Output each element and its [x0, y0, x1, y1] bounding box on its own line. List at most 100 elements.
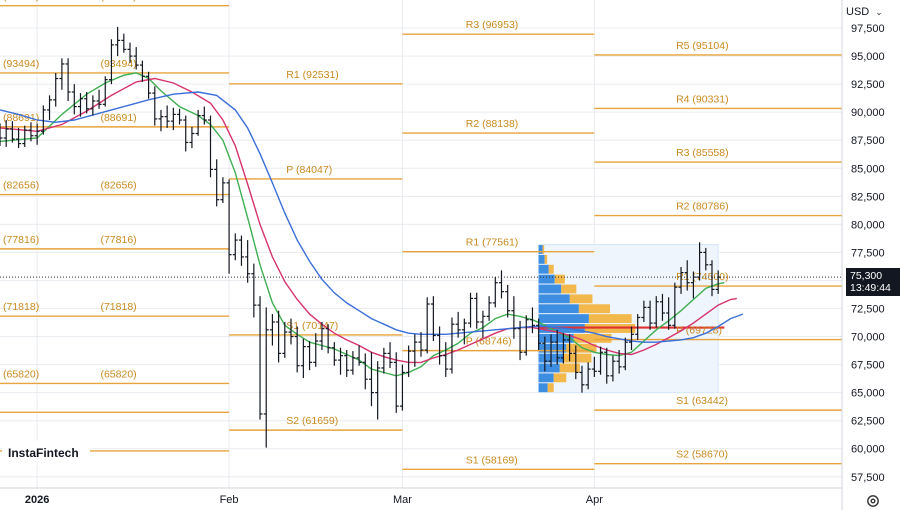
ohlc-bar [183, 115, 189, 152]
pivot-label: R4 (90331) [676, 93, 729, 105]
ohlc-bar [263, 307, 269, 448]
settings-gear-icon[interactable] [864, 492, 882, 510]
ohlc-bar [3, 120, 9, 147]
ohlc-bar [585, 362, 591, 390]
ohlc-bar [554, 329, 560, 365]
ohlc-bar [214, 159, 220, 207]
ohlc-bar [529, 307, 535, 334]
ohlc-bar [59, 58, 65, 90]
ohlc-bar [28, 122, 34, 142]
ohlc-bar [437, 326, 443, 365]
pivot-label: P (68746) [466, 336, 512, 348]
ohlc-bar [288, 318, 294, 345]
ohlc-bar [195, 109, 201, 136]
ohlc-bar [387, 342, 393, 368]
volume-row-sell [559, 363, 580, 373]
ohlc-bar [90, 95, 96, 116]
pivot-label: (99492) [3, 0, 39, 3]
ohlc-bar [245, 240, 251, 283]
ohlc-bar [560, 333, 566, 364]
pivot-label: (82656) [100, 180, 136, 192]
ohlc-bar [517, 320, 523, 361]
pivot-label: (77816) [3, 234, 39, 246]
ohlc-bar [238, 235, 244, 266]
ohlc-bar [455, 311, 461, 338]
pivot-label: S1 (70147) [286, 320, 338, 332]
ohlc-bar [715, 270, 721, 294]
ohlc-bar [170, 107, 176, 131]
volume-row-sell [573, 333, 612, 343]
ohlc-bar [635, 314, 641, 340]
ohlc-bar [604, 347, 610, 384]
ohlc-bar [16, 127, 22, 149]
ohlc-bar [381, 347, 387, 374]
ohlc-bar [672, 282, 678, 329]
time-tick-label: 2026 [25, 494, 49, 506]
ohlc-bar [418, 332, 424, 357]
price-tick-label: 72,500 [851, 304, 885, 316]
pivot-label: (82656) [3, 180, 39, 192]
pivot-label: R2 (80786) [676, 201, 729, 213]
ohlc-bar [492, 277, 498, 308]
ohlc-bar [511, 296, 517, 339]
ohlc-bar [325, 324, 331, 354]
ohlc-bar [226, 179, 232, 274]
ohlc-bar [269, 314, 275, 346]
price-tick-label: 80,000 [851, 219, 885, 231]
chevron-down-icon: ⌄ [875, 7, 883, 17]
ohlc-bar [368, 352, 374, 407]
volume-row-sell [578, 304, 611, 314]
ohlc-bar [356, 345, 362, 366]
pivot-label: (71818) [100, 301, 136, 313]
ohlc-bars [0, 26, 721, 448]
volume-row-sell [569, 294, 593, 304]
pivot-label: R1 (77561) [466, 237, 519, 249]
ohlc-bar [53, 72, 59, 107]
volume-row-buy [538, 383, 548, 393]
ohlc-bar [152, 86, 158, 126]
time-tick-label: Apr [586, 494, 603, 506]
ohlc-bar [201, 106, 207, 125]
price-tick-label: 70,000 [851, 332, 885, 344]
pivot-label: (88691) [100, 112, 136, 124]
volume-profile [538, 244, 725, 394]
ohlc-bar [22, 125, 28, 147]
ohlc-bar [505, 284, 511, 318]
pivot-label: P (69728) [676, 325, 722, 337]
ohlc-bar [115, 26, 121, 57]
time-axis[interactable]: 2026 Feb Mar Apr [0, 487, 842, 506]
ohlc-bar [108, 39, 114, 85]
volume-row-sell [554, 274, 565, 284]
volume-row-sell [542, 245, 545, 254]
ohlc-bar [177, 108, 183, 125]
volume-row-buy [538, 284, 562, 294]
price-tick-label: 60,000 [851, 444, 885, 456]
price-tick-label: 85,000 [851, 163, 885, 175]
ohlc-bar [96, 89, 102, 109]
ohlc-bar [313, 333, 319, 367]
ohlc-bar [208, 115, 213, 178]
ohlc-bar [567, 334, 573, 362]
pivot-label: R3 (96953) [466, 19, 519, 31]
ohlc-bar [71, 84, 77, 115]
ohlc-bar [344, 350, 350, 377]
ohlc-bar [709, 260, 715, 297]
volume-row-sell [547, 383, 554, 393]
ohlc-bar [146, 71, 152, 99]
ohlc-bar [393, 352, 399, 413]
ohlc-bar [598, 346, 604, 375]
pivot-label: S2 (61659) [286, 415, 338, 427]
ohlc-bar [703, 247, 709, 271]
ohlc-bar [34, 123, 40, 145]
ohlc-bar [616, 350, 622, 374]
pivot-label: (93494) [3, 58, 39, 70]
price-tick-label: 65,000 [851, 388, 885, 400]
ohlc-bar [659, 293, 665, 321]
ohlc-bar [319, 321, 325, 351]
pivot-label: S1 (63442) [676, 395, 728, 407]
ohlc-bar [65, 58, 71, 101]
ohlc-bar [121, 33, 127, 53]
ohlc-bar [251, 263, 257, 318]
currency-selector[interactable]: USD ⌄ [846, 3, 900, 21]
